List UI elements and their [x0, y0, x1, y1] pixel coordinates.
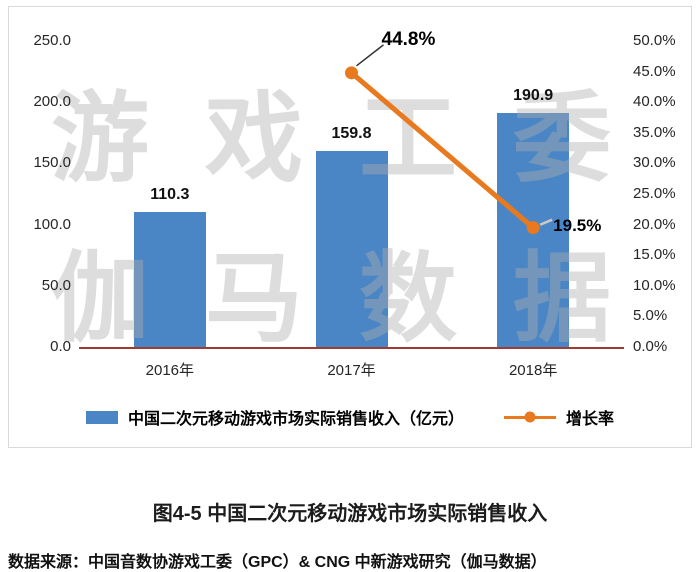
annotation-leader-line	[356, 44, 384, 67]
bar-value-label: 190.9	[513, 87, 554, 105]
growth-line-marker-icon	[526, 221, 540, 235]
data-source: 数据来源：中国音数协游戏工委（GPC）& CNG 中新游戏研究（伽马数据）	[8, 554, 547, 571]
x-axis-label: 2016年	[145, 362, 195, 379]
bar-2016年	[133, 211, 206, 347]
growth-line-marker-icon	[345, 66, 358, 80]
growth-line-layer	[345, 44, 553, 235]
bar-value-label: 110.3	[150, 185, 190, 203]
annotation-leader-line-2	[539, 218, 553, 226]
y-axis-right-tick: 25.0%	[633, 185, 676, 202]
x-axis-label: 2018年	[508, 362, 558, 379]
y-axis-left-tick: 250.0	[33, 32, 71, 49]
legend-line-marker-icon	[524, 411, 536, 423]
x-axis-line	[79, 347, 624, 349]
chart-frame: 游戏工委 伽马数据 中国二次元移动游戏市场实际销售收入（亿元） 增长率 250.…	[8, 6, 692, 448]
y-axis-left-tick: 0.0	[50, 338, 71, 355]
y-axis-right-tick: 15.0%	[633, 246, 676, 264]
y-axis-right-tick: 40.0%	[633, 93, 676, 111]
y-axis-right-tick: 20.0%	[633, 215, 676, 233]
x-axis-label: 2017年	[327, 362, 376, 379]
growth-annotation-2017: 44.8%	[381, 28, 436, 50]
bar-2017年	[315, 151, 388, 347]
y-axis-right-tick: 0.0%	[633, 338, 668, 355]
legend-item-growth: 增长率	[464, 405, 614, 429]
bar-value-label: 159.8	[331, 125, 372, 143]
y-axis-right-tick: 10.0%	[633, 276, 676, 294]
legend-line-label: 增长率	[566, 411, 615, 428]
growth-annotation-2018: 19.5%	[553, 215, 602, 235]
legend: 中国二次元移动游戏市场实际销售收入（亿元） 增长率	[9, 405, 691, 429]
chart-caption: 图4-5 中国二次元移动游戏市场实际销售收入	[152, 503, 548, 525]
y-axis-right-tick: 50.0%	[633, 32, 676, 49]
y-axis-left-tick: 150.0	[33, 154, 71, 172]
growth-line	[349, 70, 535, 230]
legend-bar-swatch	[85, 410, 118, 424]
y-axis-left-tick: 50.0	[41, 276, 71, 294]
legend-bar-label: 中国二次元移动游戏市场实际销售收入（亿元）	[127, 411, 464, 428]
y-axis-right-tick: 45.0%	[633, 62, 676, 80]
y-axis-left-tick: 100.0	[33, 215, 71, 233]
legend-line-swatch	[504, 411, 556, 424]
y-axis-left-tick: 200.0	[33, 93, 71, 111]
y-axis-right-tick: 35.0%	[633, 123, 676, 141]
y-axis-right-tick: 30.0%	[633, 154, 676, 172]
legend-item-revenue: 中国二次元移动游戏市场实际销售收入（亿元）	[85, 405, 464, 429]
y-axis-right-tick: 5.0%	[633, 307, 668, 325]
